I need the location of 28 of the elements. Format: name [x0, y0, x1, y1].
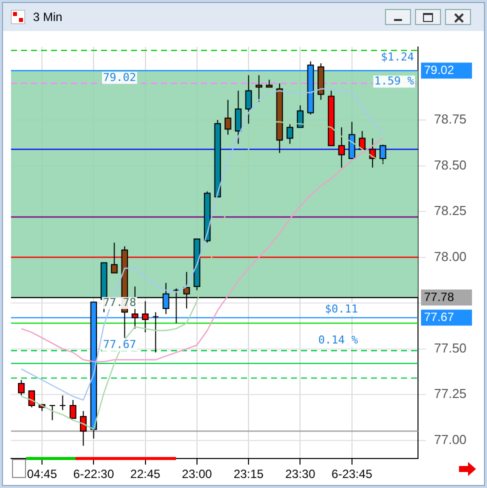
candlestick [59, 394, 66, 411]
y-tick-label: 77.50 [434, 340, 467, 356]
ref-line-label: 77.67 [424, 310, 454, 324]
x-tick-label: 23:30 [285, 467, 316, 482]
x-tick-label: 04:45 [26, 467, 58, 482]
chart-title: 3 Min [33, 10, 62, 24]
x-tick-label: 6-22:30 [73, 467, 114, 482]
x-tick-label: 23:00 [182, 467, 212, 482]
x-tick-label: 23:15 [234, 467, 264, 482]
ref-line-label: 79.02 [424, 62, 454, 77]
y-tick-label: 78.50 [434, 157, 467, 172]
annotation: 1.59 % [374, 74, 414, 88]
ref-line-label: 77.78 [424, 290, 454, 304]
x-tick-label: 6-23:45 [332, 467, 373, 482]
y-tick-label: 77.00 [434, 432, 467, 447]
y-tick-label: 77.25 [434, 386, 467, 402]
annotation: $1.24 [380, 50, 414, 64]
annotation: 77.67 [103, 338, 136, 351]
annotation: $0.11 [324, 302, 358, 316]
y-tick-label: 78.00 [434, 248, 467, 264]
x-tick-label: 22:45 [130, 467, 161, 482]
annotation: 0.14 % [318, 333, 358, 346]
annotation: 77.78 [103, 296, 136, 309]
y-tick-label: 78.75 [434, 112, 467, 127]
y-tick-label: 78.25 [434, 203, 467, 218]
annotation: 79.02 [103, 70, 136, 84]
candlestick [152, 312, 159, 353]
candlestick [48, 405, 56, 421]
